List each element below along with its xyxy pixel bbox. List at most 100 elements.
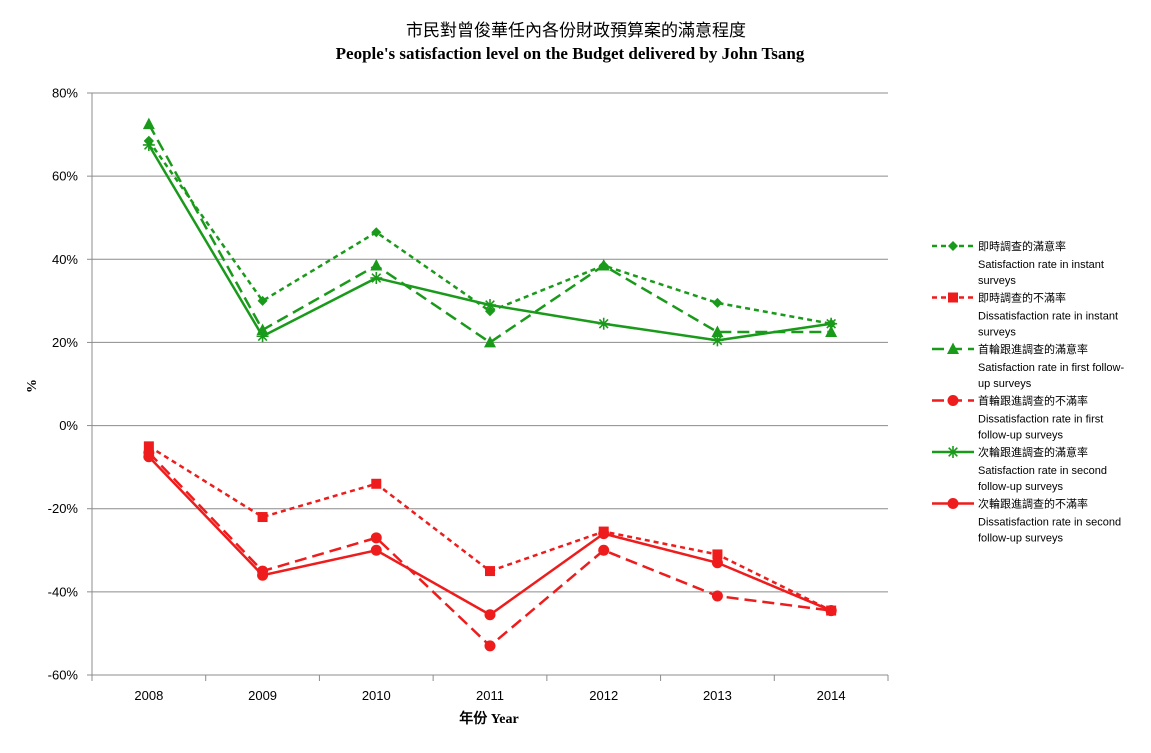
y-tick-label: 20% (52, 335, 78, 350)
marker-circle (143, 451, 155, 463)
legend: 即時調查的滿意率 Satisfaction rate in instant surv… (932, 239, 1124, 545)
x-tick-label: 2011 (476, 688, 504, 703)
marker-star (370, 271, 383, 284)
series-line (147, 455, 832, 617)
marker-star-stroke (712, 335, 723, 346)
marker-square (371, 478, 382, 489)
marker-triangle (370, 259, 383, 271)
legend-label-en: Satisfaction rate in second (978, 465, 1107, 477)
marker-circle (825, 605, 837, 617)
marker-star-stroke (257, 331, 268, 342)
marker-triangle (597, 259, 610, 271)
y-tick-label: -40% (48, 584, 79, 599)
marker-star (256, 330, 269, 343)
legend-item-1: 即時調查的滿意率 Satisfaction rate in instant surv… (932, 239, 1104, 287)
y-tick-label: 80% (52, 86, 78, 101)
y-tick-label: -20% (48, 501, 79, 516)
legend-label-en: Satisfaction rate in first follow- (978, 362, 1124, 374)
legend-label-zh: 首輪跟進調查的滿意率 (978, 342, 1088, 356)
series-3 (142, 117, 838, 348)
legend-label-zh: 即時調查的不滿率 (978, 291, 1066, 305)
marker-star-stroke (485, 300, 495, 310)
marker-star (947, 446, 959, 458)
chart-title-en: People's satisfaction level on the Budge… (336, 44, 805, 63)
marker-triangle (484, 335, 496, 348)
marker-star-stroke (371, 273, 382, 283)
marker-diamond (712, 297, 723, 308)
marker-star (825, 317, 838, 330)
marker-star (142, 138, 155, 151)
legend-label-en: up surveys (978, 378, 1032, 390)
x-tick-label: 2008 (134, 688, 163, 703)
legend-label-en: Dissatisfaction rate in second (978, 517, 1121, 529)
marker-square (485, 566, 495, 577)
y-axis-title: % (25, 379, 40, 393)
legend-item-2: 即時調查的不滿率 Dissatisfaction rate in instant s… (932, 291, 1118, 339)
axes (91, 93, 889, 681)
marker-square (712, 549, 723, 560)
grid-lines (87, 92, 888, 676)
series-2 (143, 441, 837, 616)
chart-title-zh: 市民對曾俊華任內各份財政預算案的滿意程度 (406, 21, 746, 41)
marker-square (143, 441, 154, 452)
marker-circle (711, 557, 723, 569)
series-line (148, 445, 832, 612)
marker-star-stroke (948, 447, 958, 457)
x-tick-label: 2010 (362, 688, 391, 703)
marker-square (257, 512, 268, 523)
series-5 (142, 138, 838, 347)
legend-label-zh: 次輪跟進調查的滿意率 (978, 445, 1088, 459)
marker-square (948, 292, 958, 303)
series-line (147, 140, 832, 325)
legend-item-6: 次輪跟進調查的不滿率 Dissatisfaction rate in second… (932, 497, 1121, 545)
series-4 (143, 447, 837, 652)
marker-circle (598, 544, 610, 556)
legend-item-5: 次輪跟進調查的滿意率 Satisfaction rate in second fol… (932, 445, 1107, 493)
legend-item-3: 首輪跟進調查的滿意率 Satisfaction rate in first fol… (932, 342, 1124, 390)
marker-circle (257, 569, 269, 581)
y-tick-label: 60% (52, 169, 78, 184)
marker-star-stroke (826, 318, 837, 329)
data-series (142, 117, 838, 652)
legend-label-en: Dissatisfaction rate in instant (978, 311, 1118, 323)
legend-label-en: follow-up surveys (978, 533, 1063, 545)
marker-star-stroke (143, 140, 154, 150)
marker-circle (370, 544, 382, 556)
x-tick-label: 2009 (248, 688, 277, 703)
x-tick-label: 2013 (703, 688, 732, 703)
legend-item-4: 首輪跟進調查的不滿率 Dissatisfaction rate in first f… (932, 394, 1103, 442)
marker-diamond (371, 227, 382, 238)
y-tick-label: -60% (48, 668, 79, 683)
marker-circle (598, 528, 610, 540)
x-tick-label: 2012 (589, 688, 618, 703)
legend-label-zh: 即時調查的滿意率 (978, 239, 1066, 253)
legend-label-en: follow-up surveys (978, 430, 1063, 442)
marker-star-stroke (598, 318, 609, 329)
marker-star (597, 317, 610, 330)
legend-label-zh: 次輪跟進調查的不滿率 (978, 497, 1088, 511)
x-tick-label: 2014 (817, 688, 846, 703)
legend-label-en: surveys (978, 327, 1016, 339)
y-tick-label: 0% (59, 418, 78, 433)
marker-diamond (257, 295, 268, 306)
marker-circle (484, 609, 496, 621)
x-axis-title: 年份 Year (459, 710, 519, 727)
legend-label-zh: 首輪跟進調查的不滿率 (978, 394, 1088, 408)
legend-label-en: surveys (978, 275, 1016, 287)
marker-diamond (948, 241, 958, 251)
marker-circle (947, 395, 959, 406)
x-tick-labels: 2008 2009 2010 2011 2012 2013 2014 (134, 688, 845, 703)
marker-circle (484, 640, 496, 652)
series-6 (143, 451, 837, 621)
marker-star (484, 299, 496, 312)
marker-circle (370, 532, 382, 544)
marker-diamond (485, 306, 495, 317)
legend-label-en: Satisfaction rate in instant (978, 259, 1104, 271)
marker-triangle (825, 325, 838, 338)
marker-star (711, 334, 724, 347)
y-tick-label: 40% (52, 252, 78, 267)
legend-label-en: follow-up surveys (978, 481, 1063, 493)
marker-triangle (711, 325, 724, 338)
marker-circle (711, 590, 723, 602)
